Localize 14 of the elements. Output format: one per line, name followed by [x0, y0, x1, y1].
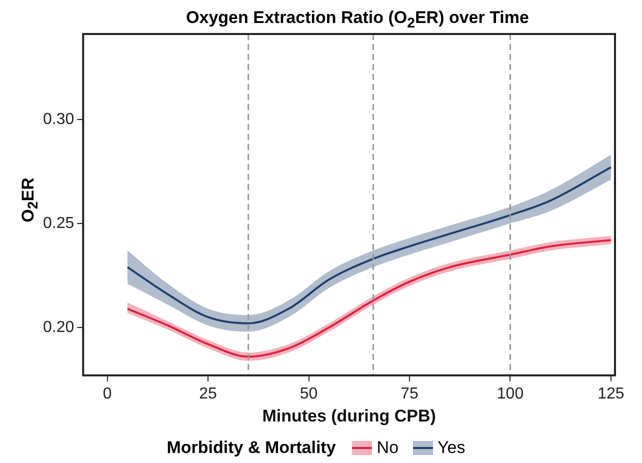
x-tick-label: 50 [300, 385, 318, 402]
y-tick-label: 0.20 [43, 318, 74, 336]
x-tick-label: 100 [496, 385, 524, 402]
x-tick-label: 0 [102, 385, 112, 402]
chart-title: Oxygen Extraction Ratio (O$_{2}$ER) over Time [185, 8, 530, 32]
x-tick-label: 75 [400, 385, 419, 402]
x-tick-label: 25 [199, 385, 218, 402]
x-tick-label: 125 [598, 385, 624, 402]
x-axis-title: Minutes (during CPB) [262, 406, 436, 426]
legend-label: Yes [438, 438, 466, 457]
legend-label: No [376, 438, 399, 457]
y-tick-label: 0.30 [43, 110, 74, 128]
legend-title: Morbidity & Mortality [166, 438, 336, 457]
y-tick-label: 0.25 [43, 214, 74, 232]
